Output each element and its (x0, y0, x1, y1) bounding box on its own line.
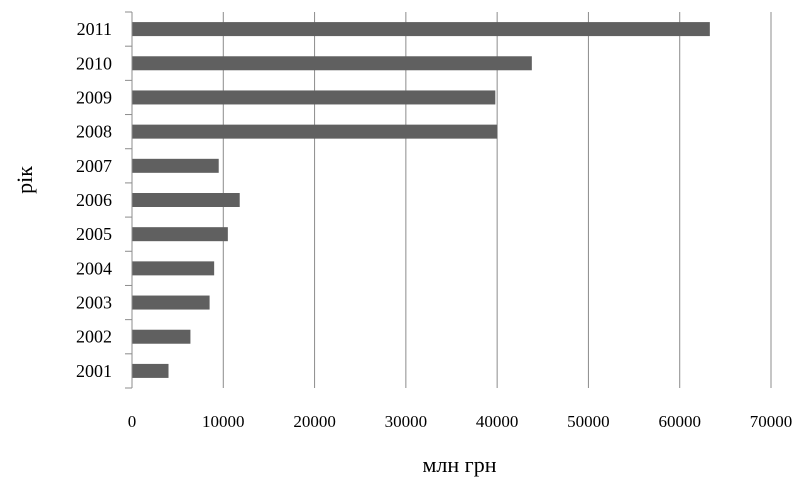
y-tick-label: 2010 (76, 53, 112, 73)
y-tick-label: 2003 (76, 293, 112, 313)
x-tick-label: 20000 (293, 412, 336, 431)
x-axis-ticks: 0 10000 20000 30000 40000 50000 60000 70000 (128, 412, 793, 431)
y-axis-ticks: 2001 2002 2003 2004 2005 2006 2007 2008 2009 2010… (76, 11, 132, 389)
bar-2006 (132, 193, 240, 207)
y-tick-label: 2009 (76, 87, 112, 107)
x-tick-label: 50000 (567, 412, 610, 431)
bar-2010 (132, 56, 532, 71)
y-tick-label: 2011 (77, 19, 112, 39)
y-tick-label: 2004 (76, 258, 112, 278)
x-tick-label: 0 (128, 412, 137, 431)
bars (132, 22, 710, 378)
y-tick-label: 2006 (76, 190, 112, 210)
x-tick-label: 70000 (750, 412, 793, 431)
bar-2007 (132, 158, 219, 173)
x-tick-label: 60000 (658, 412, 701, 431)
y-tick-label: 2001 (76, 361, 112, 381)
bar-2001 (132, 363, 169, 378)
y-tick-label: 2002 (76, 327, 112, 347)
y-tick-label: 2005 (76, 224, 112, 244)
x-axis-title: млн грн (423, 452, 497, 477)
x-tick-label: 10000 (202, 412, 245, 431)
bar-2003 (132, 295, 210, 310)
bar-2004 (132, 261, 215, 276)
bar-2011 (132, 22, 710, 37)
y-axis-title: рік (12, 166, 37, 194)
bar-2005 (132, 227, 228, 242)
bar-2009 (132, 90, 496, 105)
gridlines (222, 12, 772, 388)
y-tick-label: 2007 (76, 156, 112, 176)
bar-2008 (132, 124, 498, 139)
bar-2002 (132, 329, 191, 344)
y-tick-label: 2008 (76, 122, 112, 142)
x-tick-label: 30000 (385, 412, 428, 431)
x-tick-label: 40000 (476, 412, 519, 431)
